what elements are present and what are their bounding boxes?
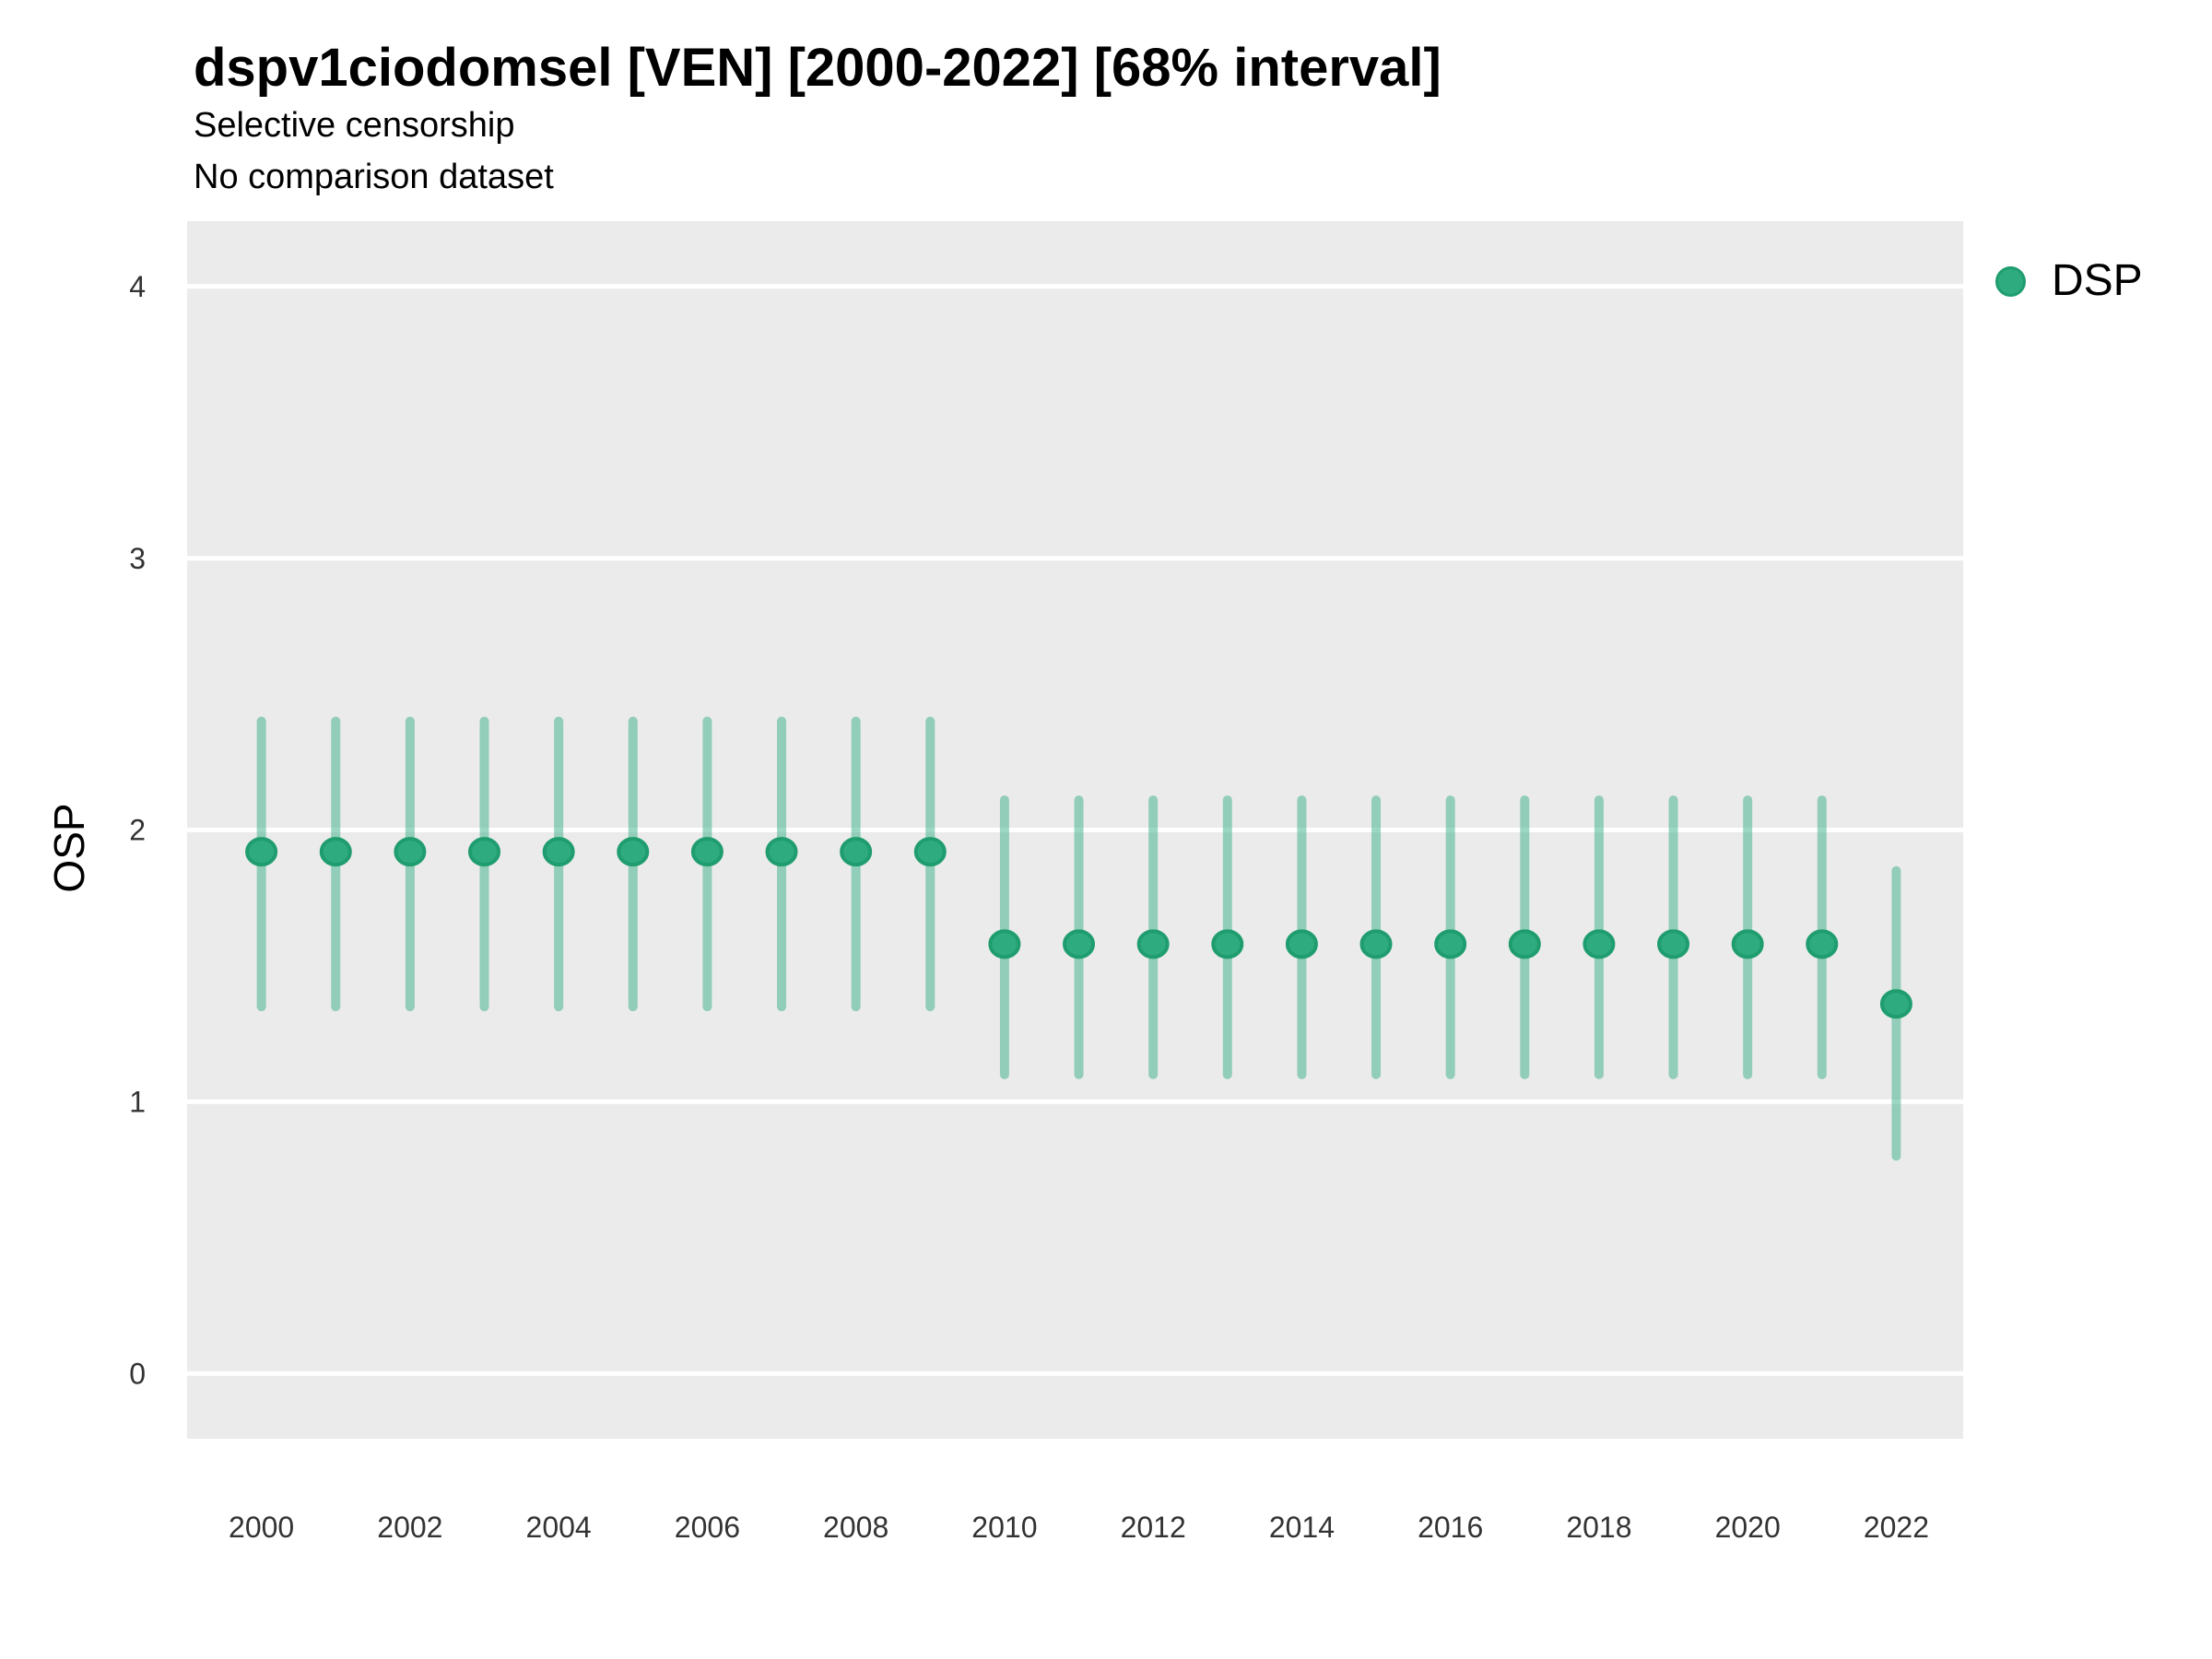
data-point-2017 — [1508, 929, 1541, 959]
data-point-2007 — [765, 837, 798, 867]
data-point-2006 — [690, 837, 724, 867]
y-tick-label-0: 0 — [129, 1357, 146, 1390]
data-point-2015 — [1359, 929, 1393, 959]
x-tick-label-2018: 2018 — [1566, 1511, 1631, 1544]
x-tick-label-2016: 2016 — [1418, 1511, 1483, 1544]
data-point-2002 — [394, 837, 427, 867]
x-tick-label-2010: 2010 — [971, 1511, 1037, 1544]
data-point-2019 — [1657, 929, 1690, 959]
legend-marker-icon — [1995, 265, 2026, 297]
data-point-2005 — [617, 837, 650, 867]
data-point-2009 — [913, 837, 947, 867]
data-point-2022 — [1879, 989, 1912, 1019]
data-point-2001 — [319, 837, 352, 867]
data-point-2004 — [542, 837, 575, 867]
x-tick-label-2022: 2022 — [1864, 1511, 1929, 1544]
data-point-2013 — [1211, 929, 1244, 959]
data-point-2020 — [1731, 929, 1764, 959]
data-point-2014 — [1285, 929, 1318, 959]
legend-label-dsp: DSP — [2052, 256, 2143, 305]
x-tick-label-2020: 2020 — [1715, 1511, 1781, 1544]
y-tick-label-2: 2 — [129, 814, 146, 847]
x-tick-label-2006: 2006 — [675, 1511, 740, 1544]
data-point-2000 — [245, 837, 278, 867]
y-tick-label-1: 1 — [129, 1086, 146, 1119]
y-tick-label-4: 4 — [129, 270, 146, 303]
chart-subtitle-line2: No comparison dataset — [194, 158, 554, 196]
data-point-2011 — [1063, 929, 1096, 959]
data-point-2016 — [1434, 929, 1467, 959]
x-tick-label-2008: 2008 — [823, 1511, 888, 1544]
data-point-2008 — [840, 837, 873, 867]
x-tick-label-2012: 2012 — [1121, 1511, 1186, 1544]
data-point-2012 — [1136, 929, 1170, 959]
data-point-2003 — [468, 837, 501, 867]
data-point-2010 — [988, 929, 1021, 959]
data-point-2021 — [1806, 929, 1839, 959]
x-tick-label-2014: 2014 — [1269, 1511, 1335, 1544]
chart-title: dspv1ciodomsel [VEN] [2000-2022] [68% in… — [194, 38, 1441, 98]
x-tick-label-2004: 2004 — [526, 1511, 592, 1544]
x-tick-label-2000: 2000 — [229, 1511, 294, 1544]
legend: DSP — [1995, 259, 2143, 303]
y-tick-label-3: 3 — [129, 542, 146, 575]
x-tick-label-2002: 2002 — [377, 1511, 442, 1544]
chart-subtitle-line1: Selective censorship — [194, 106, 515, 145]
data-point-2018 — [1583, 929, 1616, 959]
